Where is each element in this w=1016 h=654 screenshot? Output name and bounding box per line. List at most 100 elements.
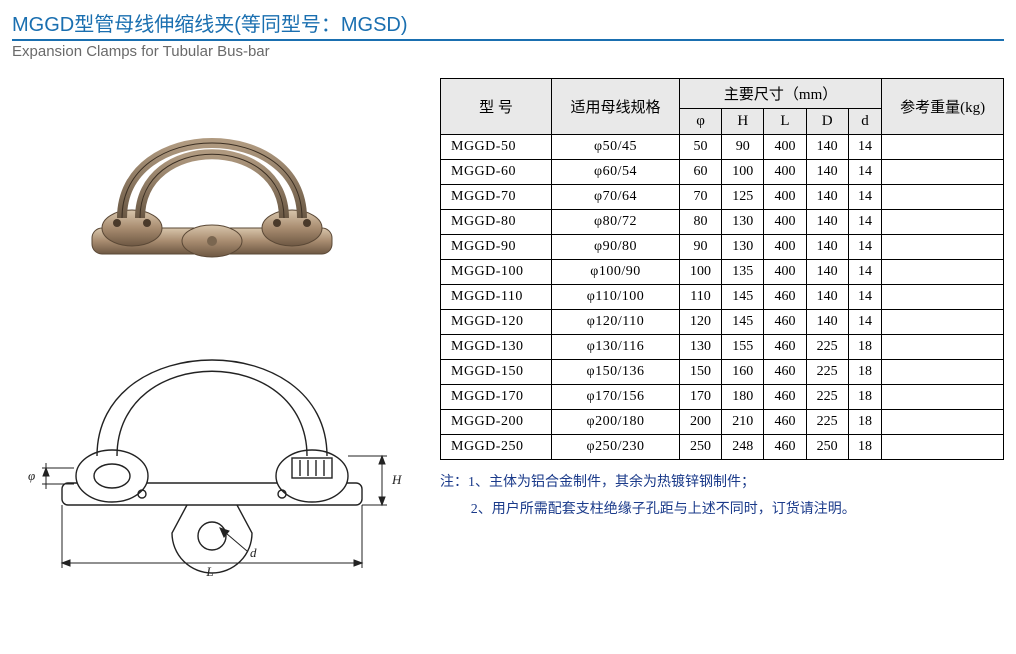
cell-L: 400 (764, 160, 806, 185)
col-H: H (722, 109, 764, 135)
cell-phi: 150 (679, 360, 721, 385)
col-L: L (764, 109, 806, 135)
cell-model: MGGD-110 (441, 285, 552, 310)
cell-spec: φ200/180 (552, 410, 680, 435)
cell-L: 400 (764, 260, 806, 285)
page-title-en: Expansion Clamps for Tubular Bus-bar (12, 43, 1004, 60)
product-photo (62, 88, 362, 278)
table-row: MGGD-70φ70/647012540014014 (441, 185, 1004, 210)
cell-w (882, 160, 1004, 185)
cell-w (882, 210, 1004, 235)
figure-column: L H d (12, 78, 412, 578)
dim-label-phi: φ (28, 468, 35, 483)
cell-w (882, 385, 1004, 410)
cell-spec: φ120/110 (552, 310, 680, 335)
note-line-2: 2、 用户所需配套支柱绝缘子孔距与上述不同时，订货请注明。 (440, 497, 1004, 524)
cell-d: 14 (848, 185, 882, 210)
cell-model: MGGD-120 (441, 310, 552, 335)
cell-D: 225 (806, 410, 848, 435)
notes: 注： 1、 主体为铝合金制件，其余为热镀锌钢制件； 2、 用户所需配套支柱绝缘子… (440, 470, 1004, 523)
cell-H: 130 (722, 210, 764, 235)
cell-L: 460 (764, 410, 806, 435)
page-title-cn: MGGD型管母线伸缩线夹(等同型号：MGSD) (12, 8, 1004, 37)
table-row: MGGD-130φ130/11613015546022518 (441, 335, 1004, 360)
table-row: MGGD-90φ90/809013040014014 (441, 235, 1004, 260)
cell-spec: φ110/100 (552, 285, 680, 310)
cell-D: 140 (806, 310, 848, 335)
cell-model: MGGD-60 (441, 160, 552, 185)
spec-table: 型 号 适用母线规格 主要尺寸（mm） 参考重量(kg) φ H L D d M… (440, 78, 1004, 460)
cell-D: 140 (806, 210, 848, 235)
cell-H: 100 (722, 160, 764, 185)
cell-D: 225 (806, 360, 848, 385)
table-row: MGGD-170φ170/15617018046022518 (441, 385, 1004, 410)
cell-L: 400 (764, 210, 806, 235)
table-row: MGGD-250φ250/23025024846025018 (441, 435, 1004, 460)
col-dims-group: 主要尺寸（mm） (679, 79, 881, 109)
cell-spec: φ250/230 (552, 435, 680, 460)
cell-d: 14 (848, 160, 882, 185)
cell-model: MGGD-90 (441, 235, 552, 260)
cell-D: 250 (806, 435, 848, 460)
table-header-row-1: 型 号 适用母线规格 主要尺寸（mm） 参考重量(kg) (441, 79, 1004, 109)
cell-H: 210 (722, 410, 764, 435)
cell-L: 460 (764, 310, 806, 335)
note-prefix: 注： (440, 470, 468, 497)
col-spec: 适用母线规格 (552, 79, 680, 135)
cell-spec: φ70/64 (552, 185, 680, 210)
cell-H: 155 (722, 335, 764, 360)
cell-d: 18 (848, 335, 882, 360)
cell-D: 140 (806, 285, 848, 310)
cell-phi: 120 (679, 310, 721, 335)
cell-L: 460 (764, 335, 806, 360)
table-row: MGGD-150φ150/13615016046022518 (441, 360, 1004, 385)
cell-w (882, 335, 1004, 360)
cell-L: 400 (764, 185, 806, 210)
cell-D: 140 (806, 260, 848, 285)
cell-phi: 50 (679, 135, 721, 160)
cell-w (882, 310, 1004, 335)
table-column: 型 号 适用母线规格 主要尺寸（mm） 参考重量(kg) φ H L D d M… (440, 78, 1004, 523)
dim-label-L: L (205, 564, 213, 578)
title-rule (12, 39, 1004, 41)
cell-d: 14 (848, 135, 882, 160)
technical-diagram: L H d (22, 308, 402, 578)
cell-H: 160 (722, 360, 764, 385)
cell-H: 90 (722, 135, 764, 160)
cell-model: MGGD-250 (441, 435, 552, 460)
note-2-text: 用户所需配套支柱绝缘子孔距与上述不同时，订货请注明。 (492, 497, 856, 524)
cell-L: 460 (764, 360, 806, 385)
cell-model: MGGD-200 (441, 410, 552, 435)
cell-phi: 80 (679, 210, 721, 235)
cell-phi: 130 (679, 335, 721, 360)
cell-phi: 200 (679, 410, 721, 435)
cell-spec: φ170/156 (552, 385, 680, 410)
col-weight: 参考重量(kg) (882, 79, 1004, 135)
cell-phi: 60 (679, 160, 721, 185)
cell-w (882, 135, 1004, 160)
cell-spec: φ90/80 (552, 235, 680, 260)
cell-spec: φ100/90 (552, 260, 680, 285)
cell-d: 14 (848, 310, 882, 335)
cell-d: 14 (848, 210, 882, 235)
cell-phi: 250 (679, 435, 721, 460)
cell-d: 18 (848, 435, 882, 460)
cell-phi: 70 (679, 185, 721, 210)
cell-model: MGGD-50 (441, 135, 552, 160)
col-phi: φ (679, 109, 721, 135)
cell-D: 140 (806, 135, 848, 160)
table-row: MGGD-50φ50/45509040014014 (441, 135, 1004, 160)
cell-w (882, 285, 1004, 310)
cell-L: 400 (764, 235, 806, 260)
col-d: d (848, 109, 882, 135)
cell-H: 248 (722, 435, 764, 460)
cell-H: 135 (722, 260, 764, 285)
cell-spec: φ50/45 (552, 135, 680, 160)
cell-phi: 90 (679, 235, 721, 260)
cell-d: 14 (848, 260, 882, 285)
note-1-text: 主体为铝合金制件，其余为热镀锌钢制件； (489, 470, 755, 497)
cell-H: 145 (722, 310, 764, 335)
cell-model: MGGD-170 (441, 385, 552, 410)
cell-model: MGGD-70 (441, 185, 552, 210)
cell-D: 225 (806, 385, 848, 410)
